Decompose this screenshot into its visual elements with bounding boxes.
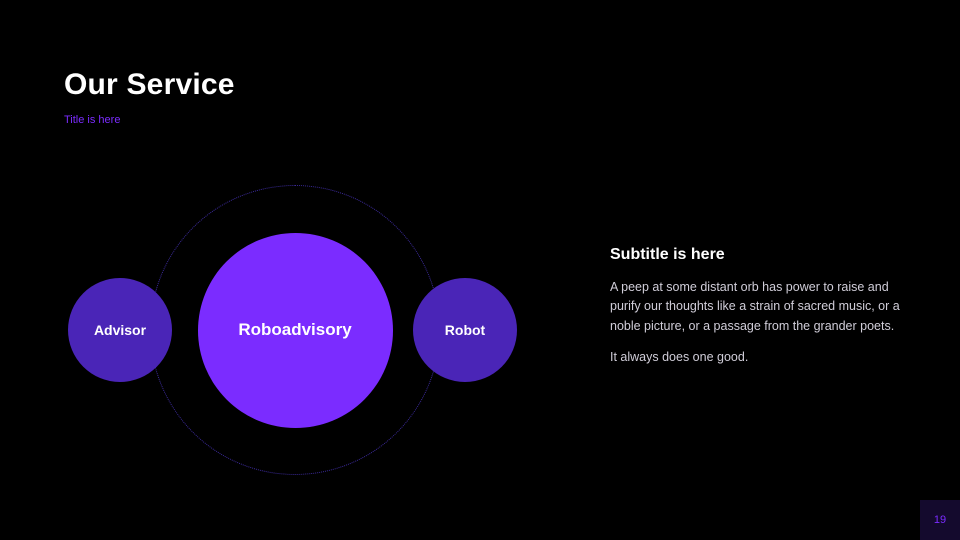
right-circle-label: Robot bbox=[445, 322, 485, 338]
slide: Our Service Title is here Advisor Robot … bbox=[0, 0, 960, 540]
page-subtitle: Title is here bbox=[64, 114, 120, 126]
service-diagram: Advisor Robot Roboadvisory bbox=[45, 175, 545, 485]
right-circle: Robot bbox=[413, 278, 517, 382]
page-title: Our Service bbox=[64, 68, 235, 102]
page-number-box: 19 bbox=[920, 500, 960, 540]
center-circle: Roboadvisory bbox=[198, 233, 393, 428]
content-subtitle: Subtitle is here bbox=[610, 246, 910, 264]
page-number: 19 bbox=[934, 514, 946, 526]
content-block: Subtitle is here A peep at some distant … bbox=[610, 246, 910, 380]
content-body-1: A peep at some distant orb has power to … bbox=[610, 278, 910, 336]
center-circle-label: Roboadvisory bbox=[238, 320, 351, 340]
content-body-2: It always does one good. bbox=[610, 348, 910, 367]
left-circle-label: Advisor bbox=[94, 322, 146, 338]
left-circle: Advisor bbox=[68, 278, 172, 382]
